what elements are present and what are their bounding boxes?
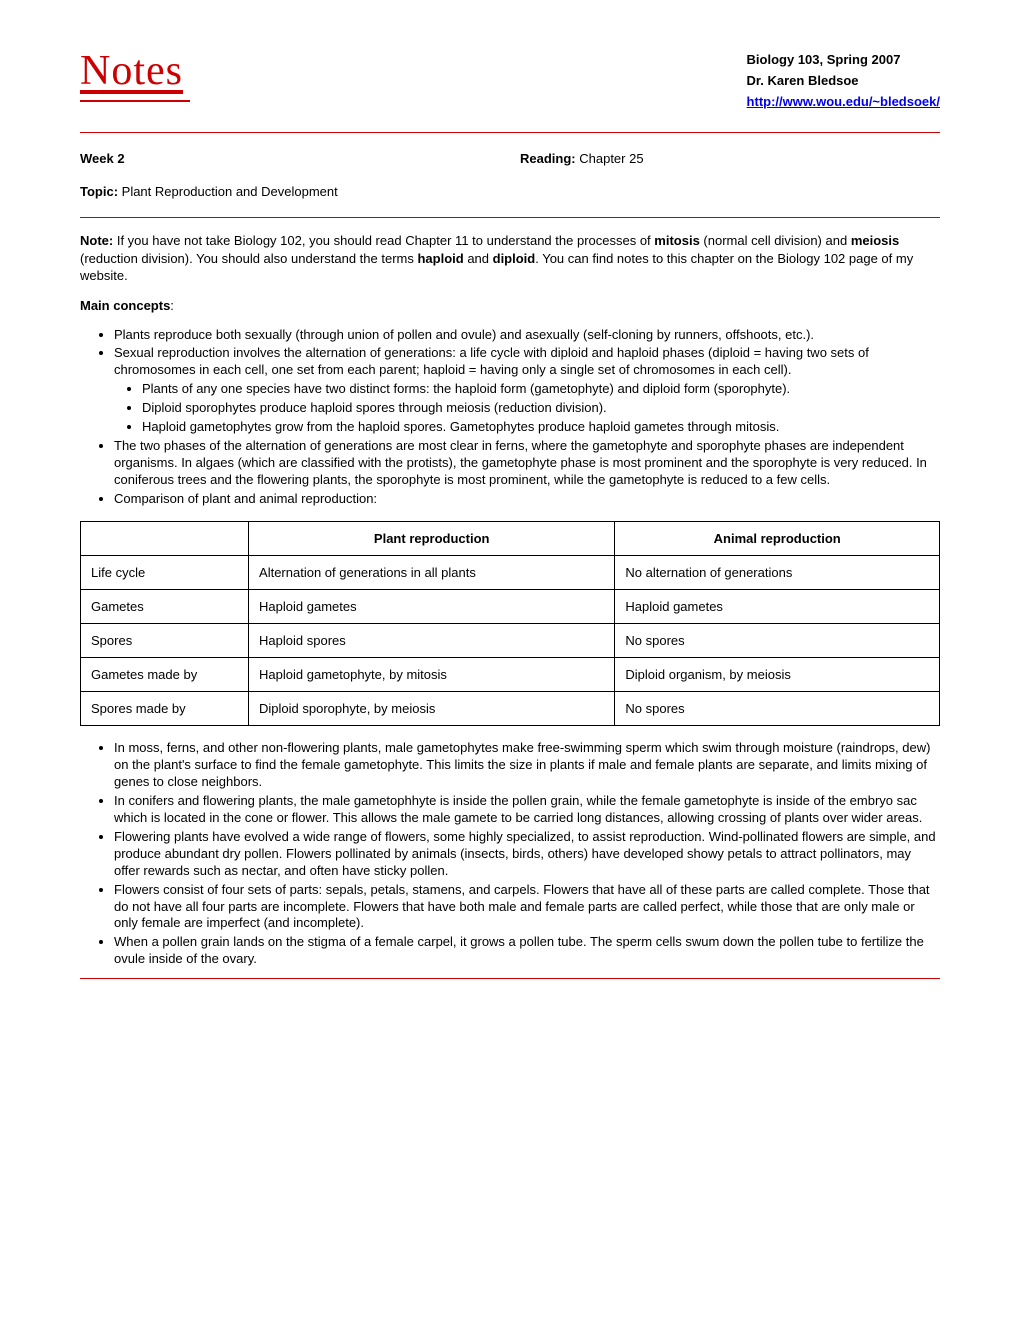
website-link[interactable]: http://www.wou.edu/~bledsoek/ — [747, 94, 940, 109]
note-b4: diploid — [493, 251, 536, 266]
table-header-row: Plant reproduction Animal reproduction — [81, 522, 940, 556]
main-concepts-heading: Main concepts: — [80, 297, 940, 315]
divider-top — [80, 132, 940, 133]
header-right: Biology 103, Spring 2007 Dr. Karen Bleds… — [747, 50, 940, 112]
note-label: Note: — [80, 233, 113, 248]
cell: No spores — [615, 692, 940, 726]
th-plant: Plant reproduction — [249, 522, 615, 556]
list-item: Haploid gametophytes grow from the haplo… — [142, 419, 940, 436]
divider-mid — [80, 217, 940, 218]
table-row: Spores made by Diploid sporophyte, by me… — [81, 692, 940, 726]
list-item: In moss, ferns, and other non-flowering … — [114, 740, 940, 791]
note-t2: (normal cell division) and — [700, 233, 851, 248]
note-t4: and — [464, 251, 493, 266]
cell: Haploid spores — [249, 624, 615, 658]
cell: Alternation of generations in all plants — [249, 556, 615, 590]
main-concepts-label: Main concepts — [80, 298, 170, 313]
cell: Gametes — [81, 590, 249, 624]
list-item: Diploid sporophytes produce haploid spor… — [142, 400, 940, 417]
divider-bottom — [80, 978, 940, 979]
list-item: Plants reproduce both sexually (through … — [114, 327, 940, 344]
cell: Spores — [81, 624, 249, 658]
note-b1: mitosis — [654, 233, 700, 248]
th-animal: Animal reproduction — [615, 522, 940, 556]
cell: Haploid gametophyte, by mitosis — [249, 658, 615, 692]
note-b2: meiosis — [851, 233, 899, 248]
topic-label: Topic: — [80, 184, 118, 199]
header-row: Notes Biology 103, Spring 2007 Dr. Karen… — [80, 50, 940, 112]
cell: No spores — [615, 624, 940, 658]
bullets-bottom: In moss, ferns, and other non-flowering … — [80, 740, 940, 968]
note-block: Note: If you have not take Biology 102, … — [80, 232, 940, 285]
course-line: Biology 103, Spring 2007 — [747, 52, 901, 67]
document-page: Notes Biology 103, Spring 2007 Dr. Karen… — [0, 0, 1020, 1016]
list-item: Flowering plants have evolved a wide ran… — [114, 829, 940, 880]
note-t3: (reduction division). You should also un… — [80, 251, 417, 266]
cell: No alternation of generations — [615, 556, 940, 590]
cell: Spores made by — [81, 692, 249, 726]
logo-underline — [80, 100, 190, 102]
list-item: Plants of any one species have two disti… — [142, 381, 940, 398]
table-row: Gametes Haploid gametes Haploid gametes — [81, 590, 940, 624]
topic-row: Topic: Plant Reproduction and Developmen… — [80, 184, 940, 199]
week-label: Week 2 — [80, 151, 125, 166]
list-item: The two phases of the alternation of gen… — [114, 438, 940, 489]
topic-value: Plant Reproduction and Development — [118, 184, 338, 199]
list-item: Comparison of plant and animal reproduct… — [114, 491, 940, 508]
cell: Haploid gametes — [249, 590, 615, 624]
cell: Life cycle — [81, 556, 249, 590]
reading-value: Chapter 25 — [576, 151, 644, 166]
cell: Diploid sporophyte, by meiosis — [249, 692, 615, 726]
table-row: Gametes made by Haploid gametophyte, by … — [81, 658, 940, 692]
comparison-table: Plant reproduction Animal reproduction L… — [80, 521, 940, 726]
bullets-top: Plants reproduce both sexually (through … — [80, 327, 940, 508]
list-item: When a pollen grain lands on the stigma … — [114, 934, 940, 968]
week-row: Week 2 Reading: Chapter 25 — [80, 151, 940, 166]
cell: Haploid gametes — [615, 590, 940, 624]
notes-logo: Notes — [80, 50, 190, 92]
th-blank — [81, 522, 249, 556]
list-item: Sexual reproduction involves the alterna… — [114, 345, 940, 435]
note-t1: If you have not take Biology 102, you sh… — [113, 233, 654, 248]
cell: Gametes made by — [81, 658, 249, 692]
table-row: Spores Haploid spores No spores — [81, 624, 940, 658]
table-row: Life cycle Alternation of generations in… — [81, 556, 940, 590]
list-item: In conifers and flowering plants, the ma… — [114, 793, 940, 827]
cell: Diploid organism, by meiosis — [615, 658, 940, 692]
note-b3: haploid — [417, 251, 463, 266]
instructor-line: Dr. Karen Bledsoe — [747, 73, 859, 88]
logo-block: Notes — [80, 50, 190, 102]
list-item: Flowers consist of four sets of parts: s… — [114, 882, 940, 933]
reading-label: Reading: — [520, 151, 576, 166]
bullets-sub: Plants of any one species have two disti… — [114, 381, 940, 436]
